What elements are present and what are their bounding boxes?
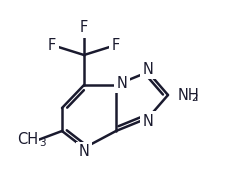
Text: F: F xyxy=(48,37,56,52)
Text: N: N xyxy=(78,144,89,159)
Text: N: N xyxy=(116,76,127,90)
Text: 3: 3 xyxy=(39,138,46,148)
Text: F: F xyxy=(79,20,88,36)
Text: CH: CH xyxy=(17,133,38,147)
Text: NH: NH xyxy=(177,87,199,102)
Text: N: N xyxy=(142,114,153,128)
Text: N: N xyxy=(142,61,153,77)
Text: F: F xyxy=(111,37,120,52)
Text: 2: 2 xyxy=(191,93,197,103)
